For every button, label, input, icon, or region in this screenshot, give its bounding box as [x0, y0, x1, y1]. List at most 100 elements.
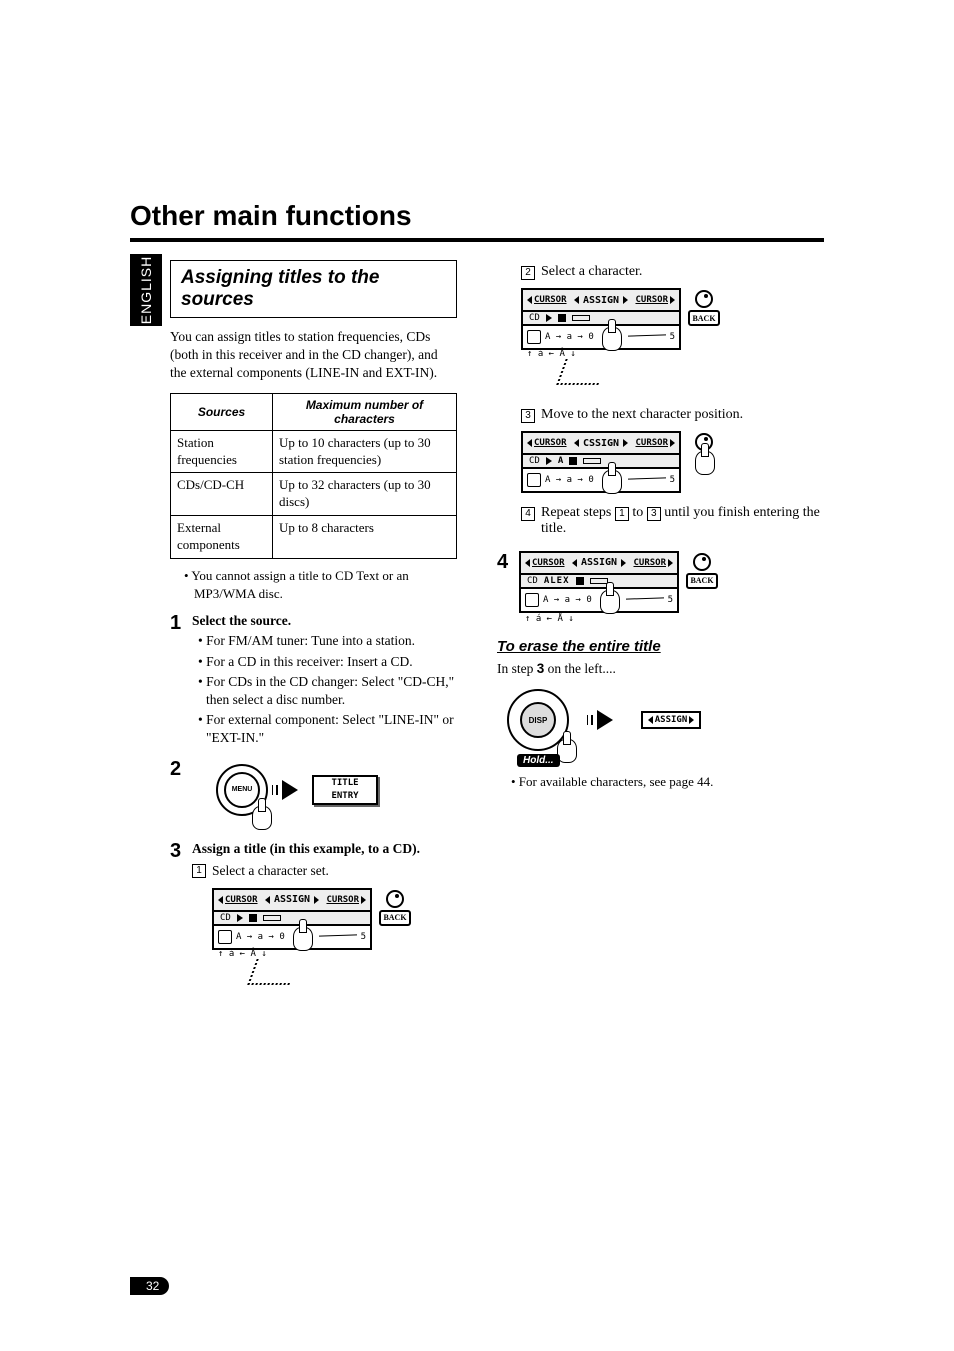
cursor-label: CURSOR — [635, 438, 668, 448]
charset-line1: A → a → 0 — [543, 596, 592, 605]
step-num-2: 2 — [170, 758, 192, 830]
cursor-label: CURSOR — [326, 894, 359, 906]
lang-label: ENGLISH — [138, 256, 154, 324]
cssign-label: CSSIGN — [583, 438, 619, 449]
col-maxchars: Maximum number of characters — [273, 393, 457, 430]
arrow-icon — [546, 314, 552, 322]
charset-icon — [525, 593, 539, 607]
lcd-side-col — [685, 431, 723, 493]
cursor-label: CURSOR — [225, 894, 258, 906]
lcd-side-col: BACK — [683, 551, 721, 613]
boxnum-icon: 4 — [521, 507, 535, 521]
dotted-arrow-icon — [242, 959, 298, 995]
tri-icon — [689, 716, 694, 724]
assign-label: ASSIGN — [274, 893, 310, 907]
step-3: 3 Assign a title (in this example, to a … — [170, 840, 457, 1007]
substep3-text: Move to the next character position. — [541, 407, 743, 423]
title-entry-line1: TITLE — [331, 777, 358, 789]
cursor-label: CURSOR — [534, 295, 567, 305]
wave-icon — [626, 593, 664, 607]
lcd-side-col: BACK — [685, 288, 723, 350]
cell: Up to 8 characters — [273, 516, 457, 559]
table-row: Station frequencies Up to 10 characters … — [171, 430, 457, 473]
hold-label: Hold... — [517, 754, 560, 767]
cell: Up to 10 characters (up to 30 station fr… — [273, 430, 457, 473]
wave-icon — [628, 473, 666, 487]
dash-icon — [572, 315, 590, 321]
hand-icon — [598, 323, 624, 351]
cursor-block-icon — [558, 314, 566, 322]
substep-3: 3 Move to the next character position. — [521, 407, 824, 423]
menu-button-icon: MENU — [216, 764, 268, 816]
lcd-panel: CURSOR ASSIGN CURSOR CD A → a → 0 — [521, 288, 681, 350]
right-column: 2 Select a character. CURSOR ASSIGN CURS… — [497, 260, 824, 1017]
charset-icon — [218, 930, 232, 944]
step-num-3: 3 — [170, 840, 192, 1007]
arrow-right-icon — [597, 710, 613, 730]
cd-label: CD — [220, 912, 231, 924]
table-note: • You cannot assign a title to CD Text o… — [184, 567, 457, 602]
substep2-text: Select a character. — [541, 264, 642, 280]
hand-icon — [289, 923, 315, 951]
step1-bullet: • For CDs in the CD changer: Select "CD-… — [198, 673, 457, 709]
cursor-block-icon — [569, 457, 577, 465]
cell: Up to 32 characters (up to 30 discs) — [273, 473, 457, 516]
cursor-block-icon — [576, 577, 584, 585]
charset-line2: ↑ á ← Å ↓ — [521, 350, 723, 359]
substep-2: 2 Select a character. — [521, 264, 824, 280]
wave-icon — [319, 930, 357, 944]
cursor-block-icon — [249, 914, 257, 922]
knob-icon — [695, 290, 713, 308]
substep4-text: Repeat steps 1 to 3 until you finish ent… — [541, 505, 824, 537]
boxnum-ref-icon: 3 — [647, 507, 661, 521]
dotted-arrow-icon — [551, 359, 607, 395]
dash-icon — [583, 458, 601, 464]
lcd-diagram-1: CURSOR ASSIGN CURSOR CD — [212, 888, 457, 995]
back-label: BACK — [688, 310, 720, 326]
step1-title: Select the source. — [192, 612, 457, 630]
cell: External components — [171, 516, 273, 559]
cursor-label: CURSOR — [534, 438, 567, 448]
arrow-right-icon — [282, 780, 298, 800]
hand-icon — [596, 586, 622, 614]
t: to — [629, 505, 647, 520]
cd-label: CD — [529, 456, 540, 466]
charset-line1: A → a → 0 — [236, 933, 285, 942]
cd-label: CD — [527, 575, 538, 587]
knob-icon — [693, 553, 711, 571]
charset-icon — [527, 473, 541, 487]
cell: Station frequencies — [171, 430, 273, 473]
step-2: 2 MENU TITLE ENTRY — [170, 758, 457, 830]
table-row: External components Up to 8 characters — [171, 516, 457, 559]
t: on the left.... — [544, 661, 616, 676]
intro-text: You can assign titles to station frequen… — [170, 328, 457, 383]
boxnum-icon: 3 — [521, 409, 535, 423]
substep1-text: Select a character set. — [212, 862, 329, 880]
boxnum-icon: 1 — [192, 864, 206, 878]
disp-diagram: DISP Hold... ASSIGN — [507, 689, 824, 751]
step1-bullet: • For FM/AM tuner: Tune into a station. — [198, 632, 457, 650]
cell: CDs/CD-CH — [171, 473, 273, 516]
lcd-panel: CURSOR CSSIGN CURSOR CD A A → a → 0 — [521, 431, 681, 493]
lcd-side-col: BACK — [376, 888, 414, 950]
sources-table: Sources Maximum number of characters Sta… — [170, 393, 457, 559]
lcd-diagram-2: CURSOR ASSIGN CURSOR CD A → a → 0 — [521, 288, 824, 395]
menu-diagram: MENU TITLE ENTRY — [216, 764, 457, 816]
assign-display: ASSIGN — [641, 711, 701, 729]
charset-line1: A → a → 0 — [545, 333, 594, 342]
content-columns: Assigning titles to the sources You can … — [130, 260, 824, 1017]
knob-icon — [386, 890, 404, 908]
assign-label: ASSIGN — [581, 556, 617, 570]
t: Repeat steps — [541, 505, 615, 520]
lcd-panel: CURSOR ASSIGN CURSOR CD — [212, 888, 372, 950]
col-sources: Sources — [171, 393, 273, 430]
cd-label: CD — [529, 313, 540, 323]
boxnum-ref-icon: 1 — [615, 507, 629, 521]
title-rule — [130, 238, 824, 242]
step-num-1: 1 — [170, 612, 192, 748]
wave-icon — [628, 330, 666, 344]
disp-label: DISP — [520, 702, 556, 738]
charset-line1: A → a → 0 — [545, 476, 594, 485]
assign-label: ASSIGN — [583, 295, 619, 306]
tri-icon — [648, 716, 653, 724]
